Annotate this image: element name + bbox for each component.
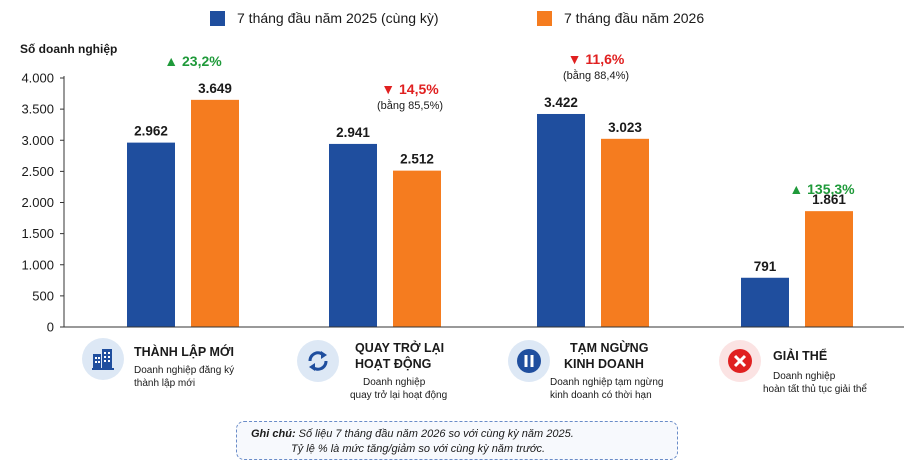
bar-value-label: 791 — [754, 259, 777, 274]
category-title-line2: HOẠT ĐỘNG — [355, 357, 432, 371]
bar-value-label: 2.962 — [134, 124, 168, 139]
bar-value-label: 3.649 — [198, 81, 232, 96]
y-tick-label: 2.000 — [21, 195, 54, 210]
category-title-line1: TẠM NGỪNG — [570, 341, 649, 355]
category-return-to-operation: QUAY TRỞ LẠI HOẠT ĐỘNG Doanh nghiệp quay… — [297, 334, 467, 406]
bar-value-label: 2.512 — [400, 152, 434, 167]
y-tick-label: 500 — [32, 288, 54, 303]
legend: 7 tháng đầu năm 2025 (cùng kỳ) 7 tháng đ… — [0, 10, 919, 32]
category-desc-line1: Doanh nghiệp — [773, 371, 836, 382]
legend-label-2026: 7 tháng đầu năm 2026 — [564, 10, 705, 26]
bar-2026-3 — [805, 211, 853, 327]
change-annotation: ▼ 11,6% — [568, 51, 625, 67]
bar-value-label: 3.422 — [544, 95, 578, 110]
bar-chart: Số doanh nghiệp 0 500 1.000 1.500 2.000 2.500… — [20, 42, 904, 335]
y-tick-label: 4.000 — [21, 71, 54, 86]
bar-2026-2 — [601, 138, 649, 327]
bar-2026-1 — [393, 170, 441, 327]
category-desc-line2: kinh doanh có thời hạn — [550, 390, 652, 401]
refresh-icon — [297, 340, 339, 382]
category-desc-line2: thành lập mới — [134, 378, 196, 389]
category-temporary-suspension: TẠM NGỪNG KINH DOANH Doanh nghiệp tạm ng… — [508, 334, 678, 406]
legend-item-2026: 7 tháng đầu năm 2026 — [537, 10, 704, 26]
bar-2025-0 — [127, 142, 175, 327]
footnote-label: Ghi chú: — [251, 428, 296, 440]
legend-swatch-2026 — [537, 10, 552, 26]
change-annotation: ▲ 23,2% — [164, 53, 222, 69]
category-desc-line1: Doanh nghiệp — [363, 377, 426, 388]
close-circle-icon — [719, 340, 761, 382]
legend-item-2025: 7 tháng đầu năm 2025 (cùng kỳ) — [210, 10, 439, 26]
category-title-line1: QUAY TRỞ LẠI — [355, 341, 445, 355]
category-dissolution: GIẢI THỂ Doanh nghiệp hoàn tất thủ tục g… — [719, 334, 889, 406]
y-tick-label: 3.000 — [21, 133, 54, 148]
category-desc-line1: Doanh nghiệp đăng ký — [134, 365, 235, 376]
footnote-line2: Tỷ lệ % là mức tăng/giảm so với cùng kỳ … — [291, 443, 546, 455]
footnote-line1: Ghi chú: Số liệu 7 tháng đầu năm 2026 so… — [251, 428, 574, 440]
category-title-line2: KINH DOANH — [564, 357, 644, 371]
change-annotation-sub: (bằng 88,4%) — [563, 69, 629, 82]
legend-label-2025: 7 tháng đầu năm 2025 (cùng kỳ) — [237, 10, 439, 26]
bar-value-label: 3.023 — [608, 120, 642, 135]
category-title: GIẢI THỂ — [773, 349, 828, 363]
category-desc-line1: Doanh nghiệp tạm ngừng — [550, 377, 664, 388]
category-desc-line2: quay trở lại hoạt động — [350, 390, 448, 401]
change-annotation: ▼ 14,5% — [381, 81, 439, 97]
bar-2025-3 — [741, 277, 789, 327]
y-tick-label: 0 — [47, 320, 54, 335]
bar-2025-2 — [537, 113, 585, 327]
y-axis-label: Số doanh nghiệp — [20, 42, 117, 56]
bar-value-label: 1.861 — [812, 192, 846, 207]
y-tick-label: 1.500 — [21, 226, 54, 241]
bar-2026-0 — [191, 99, 239, 327]
legend-swatch-2025 — [210, 10, 225, 26]
bar-2025-1 — [329, 143, 377, 327]
pause-icon — [508, 340, 550, 382]
bar-value-label: 2.941 — [336, 125, 370, 140]
y-tick-label: 2.500 — [21, 164, 54, 179]
category-title: THÀNH LẬP MỚI — [134, 345, 235, 359]
footnote-box: Ghi chú: Số liệu 7 tháng đầu năm 2026 so… — [236, 421, 678, 460]
y-tick-label: 3.500 — [21, 102, 54, 117]
change-annotation-sub: (bằng 85,5%) — [377, 99, 443, 112]
category-desc-line2: hoàn tất thủ tục giải thể — [763, 384, 867, 395]
category-new-establishment: THÀNH LẬP MỚI Doanh nghiệp đăng ký thành… — [82, 334, 257, 406]
y-tick-label: 1.000 — [21, 257, 54, 272]
building-icon — [82, 338, 124, 380]
footnote-text1: Số liệu 7 tháng đầu năm 2026 so với cùng… — [298, 428, 574, 440]
change-annotation: ▲ 135,3% — [789, 181, 855, 197]
